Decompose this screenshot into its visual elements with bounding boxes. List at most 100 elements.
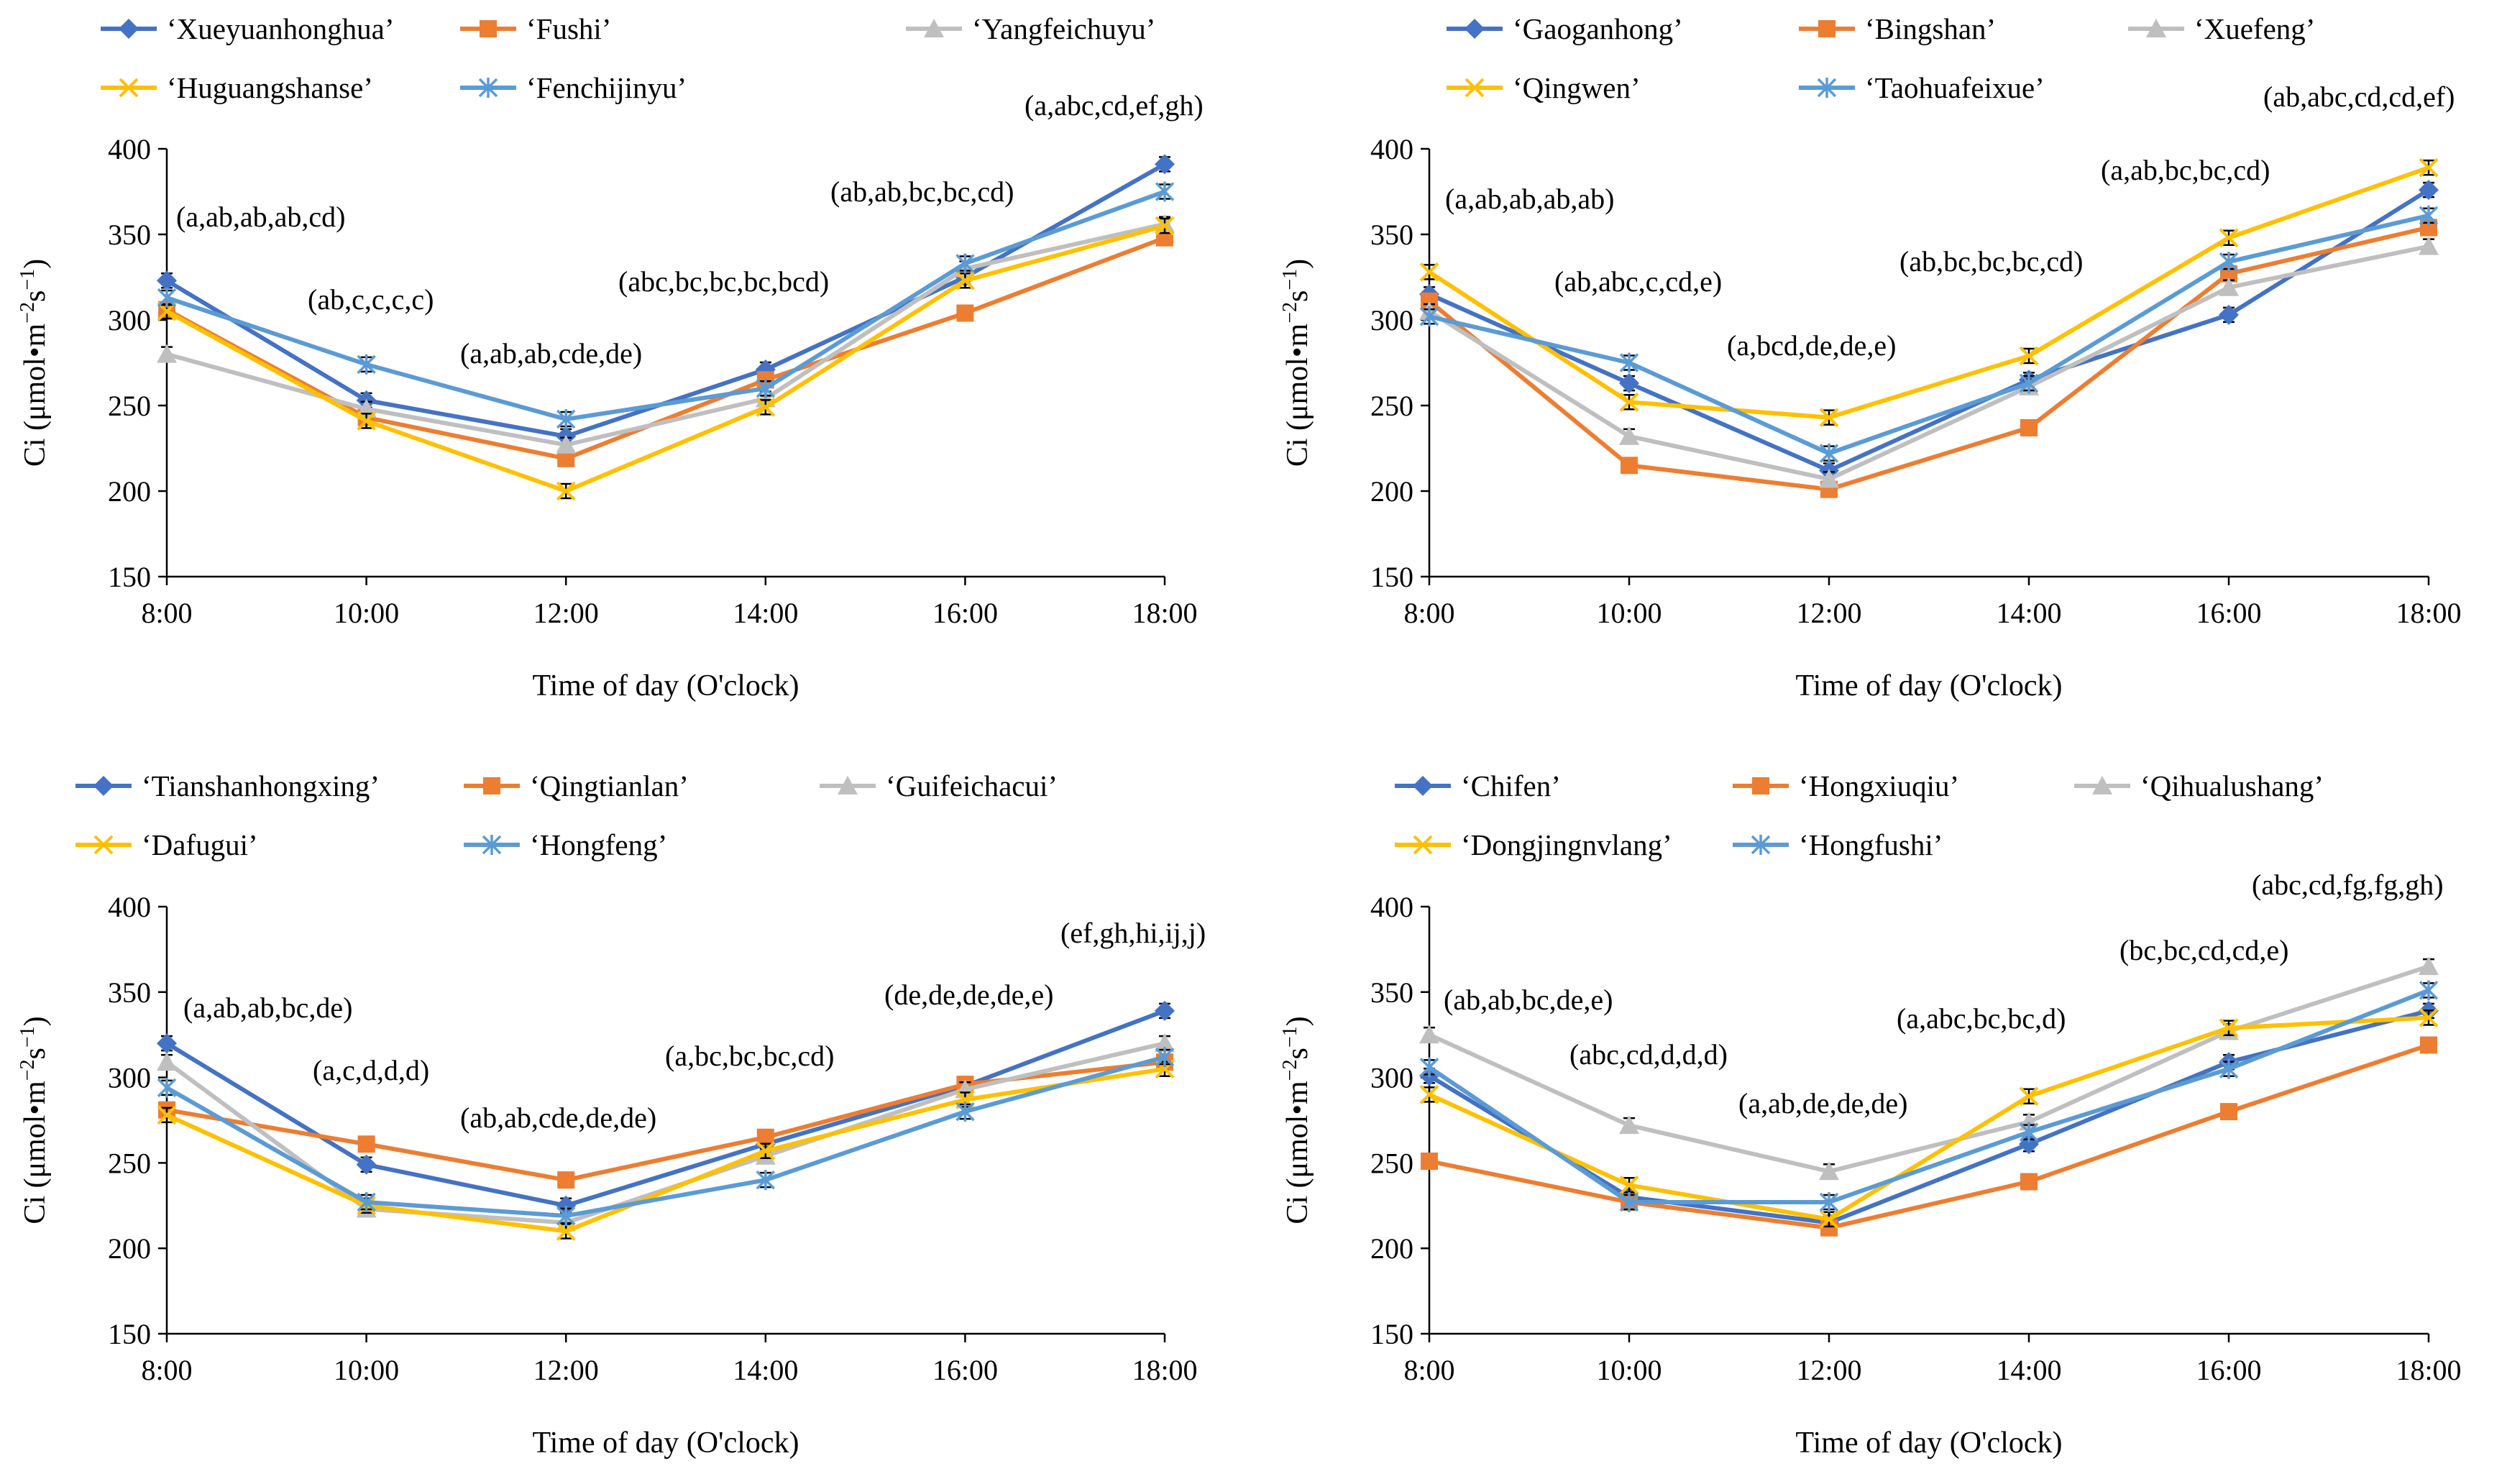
data-point — [1619, 1192, 1639, 1213]
data-point — [2219, 277, 2239, 296]
significance-annotation: (ab,c,c,c,c) — [308, 283, 434, 316]
data-point — [2019, 373, 2039, 394]
y-axis-title: Ci (μmol•m−2s−1) — [1279, 259, 1315, 467]
data-point — [1155, 1000, 1175, 1021]
data-point — [2419, 205, 2439, 226]
data-point — [1819, 1161, 1839, 1181]
data-point — [1819, 443, 1839, 464]
legend-label: ‘Fenchijinyu’ — [526, 71, 687, 104]
x-tick-label: 16:00 — [932, 597, 998, 629]
y-axis-title-part: s — [1281, 1048, 1314, 1059]
y-tick-label: 250 — [1370, 1147, 1413, 1179]
x-tick-label: 10:00 — [1596, 597, 1662, 629]
y-tick-label: 150 — [108, 561, 151, 593]
y-axis-title-part: −1 — [17, 269, 39, 290]
series-line-1 — [1428, 188, 2430, 473]
data-point — [756, 1170, 776, 1191]
legend-entry: ‘Tianshanhongxing’ — [75, 769, 380, 802]
x-tick-label: 18:00 — [1132, 597, 1197, 629]
data-point — [1619, 1115, 1639, 1135]
y-axis-title-part: s — [1281, 290, 1314, 302]
legend-marker — [1752, 777, 1769, 794]
legend-label: ‘Tianshanhongxing’ — [142, 769, 380, 802]
significance-annotation: (abc,cd,fg,fg,gh) — [2252, 869, 2444, 901]
data-point — [157, 270, 177, 291]
x-tick-label: 10:00 — [334, 597, 399, 629]
data-point — [756, 397, 776, 417]
data-point — [1419, 1057, 1439, 1078]
legend-label: ‘Guifeichacui’ — [886, 769, 1058, 802]
y-axis-title-part: −1 — [1279, 269, 1301, 290]
data-point — [2419, 157, 2439, 178]
x-axis-title: Time of day (O'clock) — [532, 1426, 799, 1460]
series-line-3 — [1428, 964, 2429, 1174]
legend-marker — [483, 777, 500, 794]
legend-entry: ‘Xueyuanhonghua’ — [101, 12, 395, 45]
data-point — [357, 411, 377, 431]
data-point — [1819, 408, 1839, 428]
data-point — [556, 409, 576, 430]
y-tick-label: 150 — [108, 1318, 151, 1350]
y-axis-title-part: −1 — [17, 1026, 39, 1048]
y-axis-title-part: −2 — [17, 302, 39, 324]
x-tick-label: 14:00 — [1996, 597, 2061, 629]
data-point — [1419, 306, 1439, 327]
y-axis-title: Ci (μmol•m−2s−1) — [17, 259, 52, 467]
significance-annotation: (a,ab,ab,cde,de) — [460, 337, 642, 370]
y-tick-label: 300 — [108, 304, 151, 336]
y-tick-label: 400 — [1370, 133, 1413, 165]
x-tick-label: 14:00 — [733, 1354, 798, 1386]
significance-annotation: (a,ab,ab,ab,cd) — [176, 201, 345, 233]
legend-label: ‘Hongfushi’ — [1799, 828, 1943, 861]
data-point — [157, 1077, 177, 1098]
legend-label: ‘Qihualushang’ — [2140, 769, 2324, 802]
legend-marker — [838, 776, 858, 794]
legend-entry: ‘Huguangshanse’ — [101, 71, 373, 104]
x-tick-label: 18:00 — [2396, 1354, 2461, 1386]
y-axis-title-part: Ci (μmol•m — [1281, 323, 1314, 467]
data-point — [2019, 346, 2039, 366]
y-axis-title-part: ) — [19, 1016, 52, 1026]
data-point — [2419, 980, 2439, 1001]
legend-entry: ‘Qingtianlan’ — [464, 769, 689, 802]
x-axis-title: Time of day (O'clock) — [1795, 1426, 2062, 1460]
data-point — [1621, 457, 1638, 475]
data-point — [956, 304, 974, 322]
legend-label: ‘Gaoganhong’ — [1513, 12, 1683, 45]
data-point — [556, 434, 577, 454]
data-point — [2219, 228, 2239, 248]
significance-annotation: (a,ab,ab,bc,de) — [183, 991, 352, 1024]
legend-label: ‘Dongjingnvlang’ — [1461, 828, 1672, 861]
y-axis-title: Ci (μmol•m−2s−1) — [17, 1016, 52, 1224]
data-point — [2219, 1018, 2239, 1038]
data-point — [1619, 352, 1639, 373]
series-line-5 — [1428, 988, 2430, 1205]
y-axis-title: Ci (μmol•m−2s−1) — [1279, 1016, 1315, 1224]
legend-marker — [1818, 20, 1835, 37]
legend-entry: ‘Bingshan’ — [1799, 12, 1996, 45]
series-line-4 — [1428, 1015, 2429, 1222]
data-point — [756, 1141, 776, 1161]
legend-marker — [478, 78, 498, 98]
chart-panel-4: 150 200 250 300 350 400 8:00 10:00 12:00 14:00 16:… — [1279, 769, 2462, 1460]
y-tick-label: 400 — [108, 133, 151, 165]
significance-annotation: (a,abc,bc,bc,d) — [1897, 1002, 2066, 1035]
data-point — [955, 270, 975, 290]
x-tick-label: 12:00 — [1796, 597, 1861, 629]
y-tick-label: 150 — [1370, 561, 1413, 593]
significance-annotation: (a,ab,de,de,de) — [1738, 1087, 1907, 1119]
y-tick-label: 200 — [1370, 1232, 1413, 1265]
legend-label: ‘Qingwen’ — [1513, 71, 1641, 104]
legend-marker — [2092, 776, 2112, 794]
series-line-4 — [1428, 165, 2429, 420]
x-tick-label: 10:00 — [334, 1354, 399, 1386]
significance-annotation: (ab,ab,bc,de,e) — [1444, 984, 1613, 1016]
significance-annotation: (ab,bc,bc,bc,cd) — [1899, 245, 2083, 278]
legend-marker — [2146, 19, 2166, 37]
legend-marker — [93, 835, 114, 855]
data-point — [1155, 1033, 1175, 1053]
x-tick-label: 8:00 — [141, 597, 192, 629]
series-line-3 — [1428, 244, 2429, 482]
legend-label: ‘Hongfeng’ — [530, 828, 667, 861]
y-tick-label: 200 — [1370, 475, 1413, 508]
